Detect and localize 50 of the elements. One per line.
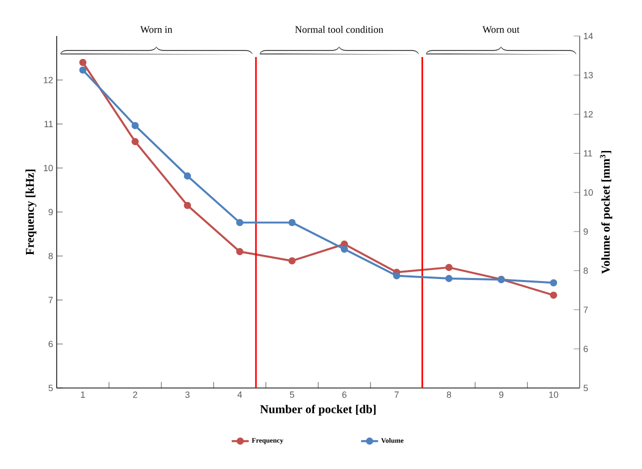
point (288, 218, 296, 226)
point (132, 138, 139, 146)
point (288, 257, 296, 264)
y2-tick-label: 11 (584, 150, 592, 156)
text: Worn in (140, 26, 172, 33)
point (236, 248, 244, 256)
y2-tick-label: 8 (584, 267, 588, 274)
x-tick-label: 1 (81, 392, 85, 398)
y2-tick-label: 14 (584, 32, 593, 40)
point (184, 202, 192, 209)
point (550, 279, 558, 286)
point (184, 172, 192, 180)
point (393, 272, 400, 280)
y2-axis-title: Volume of pocket [mm$^{3}$] (600, 150, 612, 274)
y2-tick-label: 12 (584, 111, 593, 118)
x-tick-label: 4 (237, 392, 242, 398)
point (132, 122, 139, 130)
y2-tick-label: 7 (584, 306, 588, 313)
y-tick-label: 9 (48, 208, 53, 216)
y-tick-label: 5 (48, 384, 53, 392)
x-tick-label: 2 (133, 392, 138, 398)
y-tick-label: 6 (48, 340, 53, 348)
x-tick-label: 6 (342, 392, 346, 398)
y-tick-label: 7 (48, 296, 53, 304)
y2-tick-label: 9 (584, 228, 588, 235)
x-tick-label: 5 (290, 392, 294, 398)
y-axis-title: Frequency [kHz] (25, 170, 36, 256)
point (340, 246, 348, 253)
point (445, 264, 453, 272)
y2-tick-label: 10 (584, 189, 593, 196)
point (445, 274, 453, 282)
y2-tick-label: 5 (584, 384, 588, 392)
text: Worn out (482, 26, 520, 33)
point (236, 218, 244, 226)
x-tick-label: 7 (394, 392, 399, 398)
y2-tick-label: 13 (584, 72, 593, 78)
point (79, 66, 86, 74)
point (550, 292, 558, 299)
y-tick-label: 12 (44, 76, 53, 84)
x-tick-label: 10 (549, 392, 558, 398)
point (79, 58, 86, 66)
y-tick-label: 10 (44, 164, 53, 172)
x-tick-label: 9 (499, 392, 504, 398)
x-axis-title: Number of pocket [db] (260, 404, 376, 416)
y-tick-label: 8 (48, 252, 53, 260)
y2-tick-label: 6 (584, 346, 588, 352)
text: Normal tool condition (295, 26, 384, 33)
x-tick-label: 3 (185, 392, 190, 398)
y-tick-label: 11 (44, 120, 53, 128)
x-tick-label: 8 (446, 392, 452, 398)
